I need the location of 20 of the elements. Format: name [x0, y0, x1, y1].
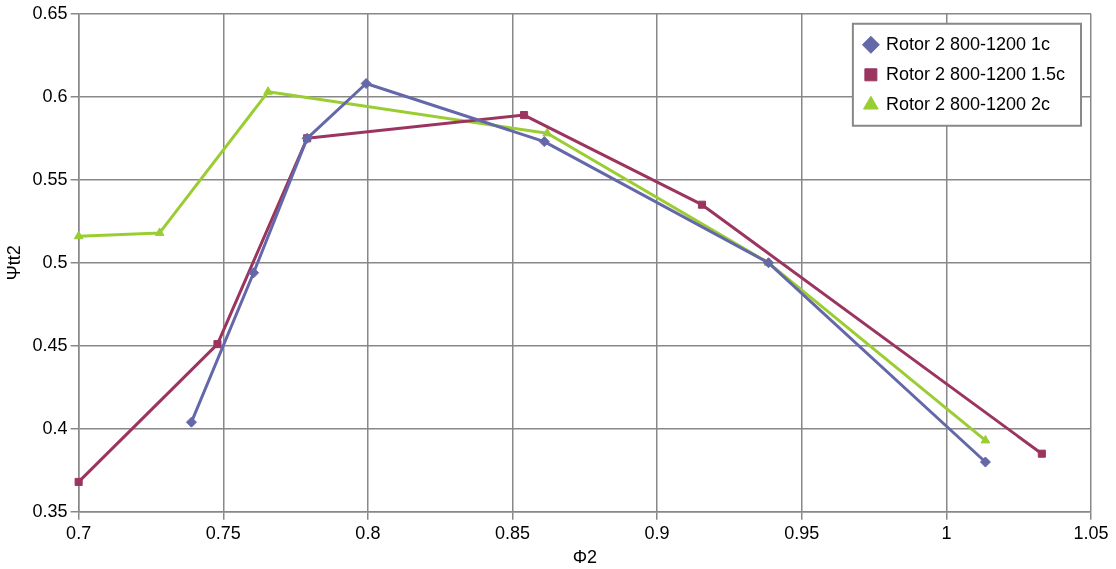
legend-label: Rotor 2 800-1200 1.5c	[885, 63, 1065, 84]
y-axis-title: Ψtt2	[3, 245, 24, 281]
x-tick-label: 0.9	[644, 522, 670, 543]
x-tick-label: 0.95	[784, 522, 820, 543]
x-tick-label: 0.7	[66, 522, 92, 543]
x-tick-label: 0.75	[205, 522, 241, 543]
x-axis-title: Φ2	[572, 547, 597, 568]
x-tick-label: 0.8	[355, 522, 381, 543]
y-tick-label: 0.35	[32, 500, 68, 521]
x-tick-label: 1.05	[1073, 522, 1109, 543]
x-tick-label: 1	[941, 522, 952, 543]
x-tick-label: 0.85	[494, 522, 531, 543]
legend-label: Rotor 2 800-1200 1c	[885, 33, 1050, 54]
y-tick-label: 0.5	[42, 251, 68, 272]
legend-label: Rotor 2 800-1200 2c	[885, 93, 1050, 114]
y-tick-label: 0.4	[42, 417, 68, 438]
y-tick-label: 0.45	[32, 334, 68, 355]
y-tick-label: 0.65	[32, 2, 68, 23]
y-tick-label: 0.6	[42, 85, 68, 106]
y-tick-label: 0.55	[32, 168, 68, 189]
